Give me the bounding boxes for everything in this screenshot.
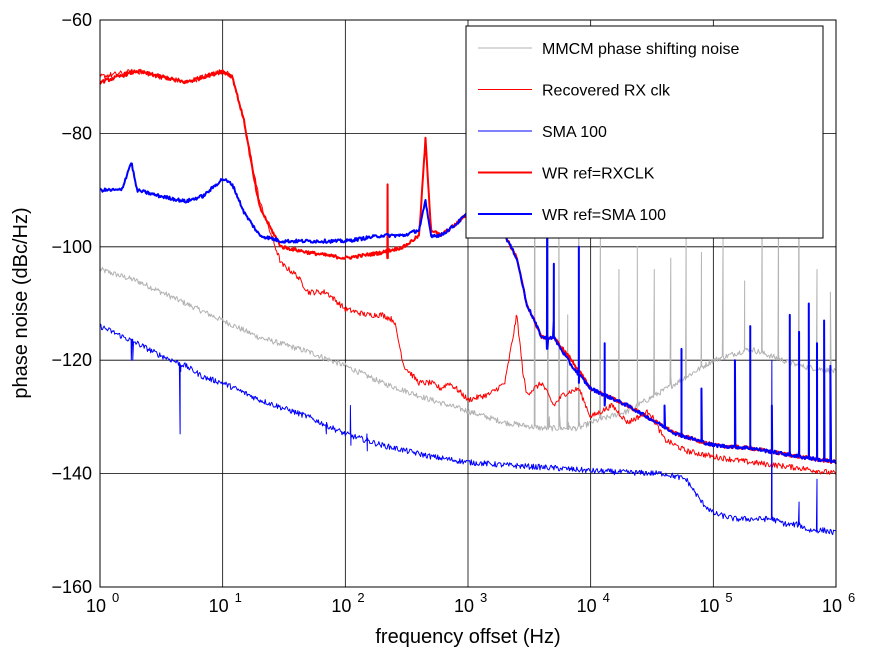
x-tick-exponent: 2 <box>357 590 364 605</box>
legend-label: MMCM phase shifting noise <box>542 41 740 58</box>
series-mmcm-phase-shifting-noise <box>99 42 837 432</box>
x-tick-exponent: 1 <box>235 590 242 605</box>
x-tick-exponent: 4 <box>603 590 610 605</box>
x-tick-exponent: 5 <box>725 590 732 605</box>
y-tick-label: −140 <box>51 464 92 484</box>
series-line <box>99 42 837 432</box>
x-axis-title: frequency offset (Hz) <box>375 626 560 648</box>
legend-label: Recovered RX clk <box>542 83 671 100</box>
y-tick-label: −100 <box>51 237 92 257</box>
x-tick-label: 10 <box>822 596 842 616</box>
legend-label: WR ref=RXCLK <box>542 166 655 183</box>
x-tick-label: 10 <box>577 596 597 616</box>
legend-box <box>465 25 824 239</box>
x-tick-label: 10 <box>699 596 719 616</box>
y-tick-label: −120 <box>51 350 92 370</box>
y-tick-label: −160 <box>51 577 92 597</box>
x-tick-label: 10 <box>331 596 351 616</box>
x-axis-ticks: 10 0 10 1 10 2 10 3 10 4 10 5 10 6 <box>86 590 855 616</box>
plot-frame <box>99 19 837 588</box>
y-tick-label: −60 <box>61 10 92 30</box>
x-tick-label: 10 <box>86 596 106 616</box>
x-tick-exponent: 6 <box>848 590 855 605</box>
legend-label: WR ref=SMA 100 <box>542 207 666 224</box>
series-sma-100 <box>99 323 837 536</box>
series-line <box>99 323 837 536</box>
y-axis-title: phase noise (dBc/Hz) <box>10 207 32 398</box>
x-tick-label: 10 <box>454 596 474 616</box>
legend-label: SMA 100 <box>542 124 607 141</box>
legend: MMCM phase shifting noise Recovered RX cl… <box>465 25 824 239</box>
x-tick-label: 10 <box>209 596 229 616</box>
y-axis-ticks: −60 −80 −100 −120 −140 −160 <box>51 10 92 597</box>
y-tick-label: −80 <box>61 123 92 143</box>
x-tick-exponent: 0 <box>112 590 119 605</box>
x-tick-exponent: 3 <box>480 590 487 605</box>
